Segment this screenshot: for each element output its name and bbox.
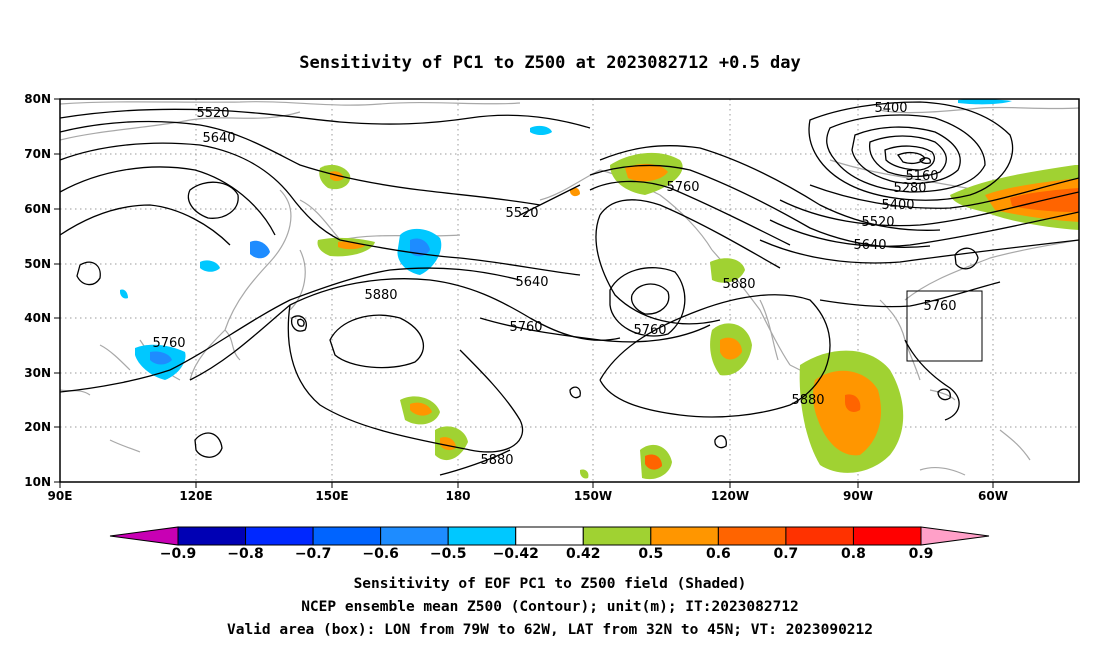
lon-tick-label: 120W [711, 489, 749, 503]
colorbar-segment [312, 526, 382, 546]
contour-label: 5760 [509, 320, 542, 335]
lat-tick-label: 20N [24, 420, 51, 434]
colorbar: −0.9 −0.8 −0.7 −0.6 −0.5 −0.42 0.42 0.5 0.6 0.7 0.… [109, 526, 990, 562]
plot-title: Sensitivity of PC1 to Z500 at 2023082712… [299, 53, 801, 73]
colorbar-tick-label: −0.7 [295, 546, 332, 562]
colorbar-segment [650, 526, 719, 546]
caption-contour: NCEP ensemble mean Z500 (Contour); unit(… [301, 599, 799, 615]
contour-label: 5760 [633, 323, 666, 338]
map-frame [59, 98, 1080, 483]
colorbar-segment [717, 526, 787, 546]
colorbar-tick-label: 0.7 [774, 546, 799, 562]
lon-tick-label: 90E [48, 489, 73, 503]
colorbar-tick-label: −0.6 [362, 546, 399, 562]
contour-label: 5520 [505, 206, 538, 221]
colorbar-tick-labels: −0.9 −0.8 −0.7 −0.6 −0.5 −0.42 0.42 0.5 0.6 0.7 0.… [160, 546, 934, 562]
contour-label: 5160 [905, 169, 938, 184]
lon-tick-label: 150W [574, 489, 612, 503]
contour-label: 5760 [923, 299, 956, 314]
lon-tick-label: 180 [445, 489, 470, 503]
lat-tick-label: 10N [24, 475, 51, 489]
colorbar-segment [177, 526, 247, 546]
contour-label: 5400 [881, 198, 914, 213]
graticule [60, 99, 1079, 482]
contour-label: 5880 [791, 393, 824, 408]
lon-tick-label: 60W [978, 489, 1008, 503]
colorbar-tick-label: 0.6 [706, 546, 731, 562]
contour-label: 5760 [152, 336, 185, 351]
lat-tick-label: 80N [24, 92, 51, 106]
colorbar-segment [852, 526, 922, 546]
colorbar-tick-label: −0.8 [227, 546, 264, 562]
lat-tick-label: 50N [24, 257, 51, 271]
colorbar-tick-label: 0.8 [841, 546, 866, 562]
colorbar-high-triangle [920, 526, 990, 546]
sensitivity-shading [120, 99, 1079, 480]
colorbar-tick-label: 0.42 [566, 546, 601, 562]
contour-label-layer: 5520 5640 5520 5640 5760 5880 5760 5760 … [152, 101, 956, 468]
map-panel: 5520 5640 5520 5640 5760 5880 5760 5760 … [59, 98, 1080, 483]
lat-tick-label: 40N [24, 311, 51, 325]
lat-tick-label: 70N [24, 147, 51, 161]
colorbar-segment [582, 526, 652, 546]
colorbar-segment [515, 526, 584, 546]
colorbar-segment [785, 526, 854, 546]
contour-label: 5400 [874, 101, 907, 116]
contour-label: 5880 [480, 453, 513, 468]
colorbar-segment [245, 526, 314, 546]
valid-area-box [906, 290, 983, 362]
colorbar-segment [380, 526, 449, 546]
caption-block: Sensitivity of EOF PC1 to Z500 field (Sh… [227, 576, 873, 638]
z500-contours [60, 101, 1079, 476]
colorbar-segments [177, 526, 922, 546]
lon-tick-label: 120E [179, 489, 212, 503]
caption-shading: Sensitivity of EOF PC1 to Z500 field (Sh… [354, 576, 747, 592]
contour-label: 5640 [853, 238, 886, 253]
contour-label: 5280 [893, 181, 926, 196]
contour-label: 5520 [196, 106, 229, 121]
contour-label: 5640 [202, 131, 235, 146]
lon-tick-label: 150E [315, 489, 348, 503]
contour-label: 5520 [861, 215, 894, 230]
contour-label: 5880 [364, 288, 397, 303]
colorbar-tick-label: 0.5 [638, 546, 663, 562]
colorbar-tick-label: −0.42 [493, 546, 539, 562]
lat-tick-label: 30N [24, 366, 51, 380]
contour-label: 5760 [666, 180, 699, 195]
colorbar-tick-label: −0.5 [430, 546, 467, 562]
caption-valid-area: Valid area (box): LON from 79W to 62W, L… [227, 622, 873, 638]
longitude-axis: 90E 120E 150E 180 150W 120W 90W 60W [48, 482, 1008, 503]
contour-label: 5640 [515, 275, 548, 290]
lon-tick-label: 90W [843, 489, 873, 503]
colorbar-low-triangle [109, 526, 179, 546]
latitude-axis: 80N 70N 60N 50N 40N 30N 20N 10N [24, 92, 60, 489]
colorbar-tick-label: 0.9 [909, 546, 934, 562]
colorbar-segment [447, 526, 517, 546]
contour-label: 5880 [722, 277, 755, 292]
lat-tick-label: 60N [24, 202, 51, 216]
colorbar-tick-label: −0.9 [160, 546, 197, 562]
